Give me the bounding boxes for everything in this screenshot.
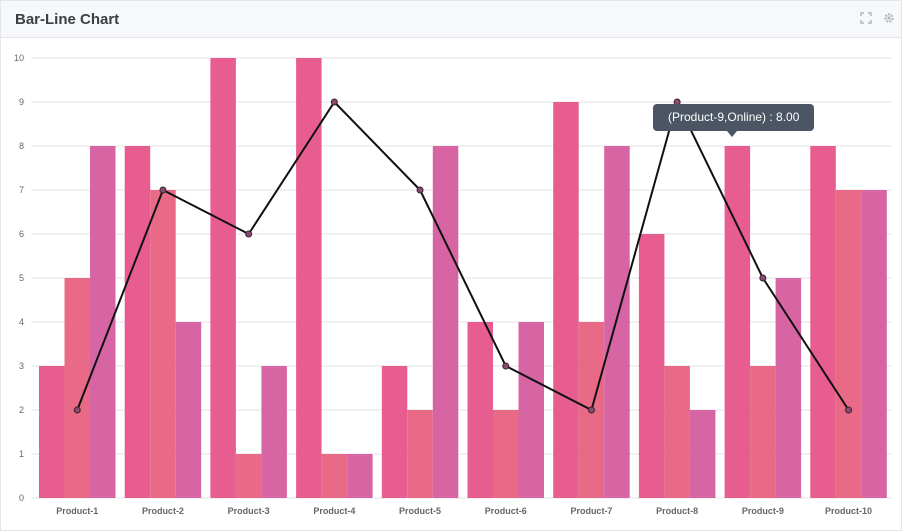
card-header: Bar-Line Chart [1,1,901,38]
y-tick-label: 4 [19,317,24,327]
bar[interactable] [810,146,836,498]
line-point[interactable] [416,186,424,194]
y-tick-label: 10 [14,53,24,63]
line-point[interactable] [159,186,167,194]
line-point[interactable] [759,274,767,282]
bar[interactable] [638,234,665,498]
bar[interactable] [518,322,545,498]
y-tick-label: 2 [19,405,24,415]
x-tick-label: Product-3 [228,506,270,516]
bar[interactable] [553,102,579,498]
y-tick-label: 9 [19,97,24,107]
bar[interactable] [407,410,433,498]
x-tick-label: Product-2 [142,506,184,516]
bar[interactable] [664,366,690,498]
x-tick-label: Product-8 [656,506,698,516]
line-point[interactable] [245,230,253,238]
bar[interactable] [861,190,887,498]
y-tick-label: 8 [19,141,24,151]
line-point[interactable] [502,362,510,370]
line-point[interactable] [845,406,853,414]
bar[interactable] [775,278,802,498]
line-point[interactable] [587,406,595,414]
chart-title: Bar-Line Chart [15,11,120,28]
y-tick-label: 3 [19,361,24,371]
series-line [76,99,850,412]
bar[interactable] [724,146,751,498]
bar[interactable] [381,366,408,498]
y-tick-label: 0 [19,493,24,503]
bar[interactable] [261,366,287,498]
x-tick-label: Product-6 [485,506,527,516]
x-tick-label: Product-5 [399,506,441,516]
bar[interactable] [347,454,373,498]
bar[interactable] [689,410,716,498]
y-tick-label: 5 [19,273,24,283]
x-tick-label: Product-10 [825,506,872,516]
bar[interactable] [39,366,65,498]
x-tick-label: Product-7 [570,506,612,516]
gear-icon-glyph [884,13,894,23]
x-tick-label: Product-1 [56,506,98,516]
chart-tooltip: (Product-9,Online) : 8.00 [653,104,815,131]
bar[interactable] [750,366,776,498]
bar[interactable] [432,146,459,498]
bar[interactable] [493,410,519,498]
y-tick-label: 7 [19,185,24,195]
bar[interactable] [467,322,494,498]
x-tick-label: Product-4 [313,506,355,516]
gear-icon[interactable] [882,12,896,26]
line-point[interactable] [73,406,81,414]
bar[interactable] [150,190,176,498]
expand-icon-glyph [860,12,872,24]
tooltip-arrow [727,131,737,137]
bar[interactable] [175,322,202,498]
bar[interactable] [124,146,151,498]
bar[interactable] [296,58,322,498]
bar[interactable] [835,190,862,498]
expand-icon[interactable] [859,12,873,26]
y-tick-label: 6 [19,229,24,239]
y-tick-label: 1 [19,449,24,459]
bar[interactable] [210,58,236,498]
bar[interactable] [235,454,262,498]
bar[interactable] [321,454,348,498]
line-point[interactable] [330,98,338,106]
x-tick-label: Product-9 [742,506,784,516]
